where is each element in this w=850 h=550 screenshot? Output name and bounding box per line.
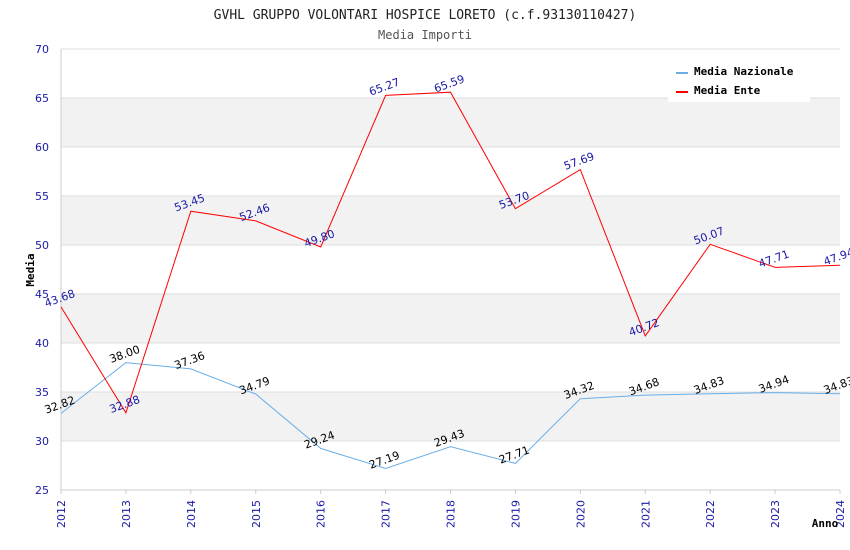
series-lines [60, 91, 841, 470]
y-tick-label: 50 [35, 239, 49, 252]
legend-label-media-ente: Media Ente [694, 84, 761, 97]
y-axis-label: Media [24, 253, 37, 286]
x-tick-label: 2016 [315, 500, 328, 528]
data-label: 38.00 [108, 343, 142, 366]
series-line-media-ente [60, 91, 841, 414]
x-tick-label: 2015 [250, 500, 263, 528]
y-tick-label: 40 [35, 337, 49, 350]
chart-title: GVHL GRUPPO VOLONTARI HOSPICE LORETO (c.… [214, 8, 637, 23]
legend: Media Nazionale Media Ente [668, 60, 810, 102]
grid-band [61, 294, 840, 343]
x-tick-label: 2013 [120, 500, 133, 528]
x-tick-label: 2024 [834, 500, 847, 528]
y-tick-label: 65 [35, 92, 49, 105]
grid-lines [60, 48, 841, 494]
series-line-media-nazionale [60, 362, 841, 470]
y-tick-labels: 25 30 35 40 45 50 55 60 65 70 [35, 43, 49, 497]
legend-box [668, 60, 810, 102]
y-tick-label: 70 [35, 43, 49, 56]
x-tick-labels: 2012 2013 2014 2015 2016 2017 2018 2019 2020 2021… [55, 500, 847, 528]
y-tick-label: 55 [35, 190, 49, 203]
y-tick-label: 35 [35, 386, 49, 399]
grid-band [61, 98, 840, 147]
x-tick-label: 2023 [769, 500, 782, 528]
x-axis-label: Anno [812, 517, 839, 530]
x-tick-label: 2020 [574, 500, 587, 528]
x-tick-label: 2014 [185, 500, 198, 528]
y-tick-label: 30 [35, 435, 49, 448]
grid-band [61, 392, 840, 441]
chart-subtitle: Media Importi [378, 28, 472, 42]
x-tick-label: 2022 [704, 500, 717, 528]
y-tick-label: 45 [35, 288, 49, 301]
y-tick-label: 60 [35, 141, 49, 154]
x-tick-label: 2019 [509, 500, 522, 528]
x-tick-label: 2012 [55, 500, 68, 528]
grid-bands [61, 98, 840, 441]
grid-band [61, 196, 840, 245]
x-tick-label: 2021 [639, 500, 652, 528]
x-tick-label: 2017 [380, 500, 393, 528]
x-tick-label: 2018 [445, 500, 458, 528]
legend-label-media-nazionale: Media Nazionale [694, 65, 794, 78]
data-label: 57.69 [562, 150, 596, 173]
y-tick-label: 25 [35, 484, 49, 497]
